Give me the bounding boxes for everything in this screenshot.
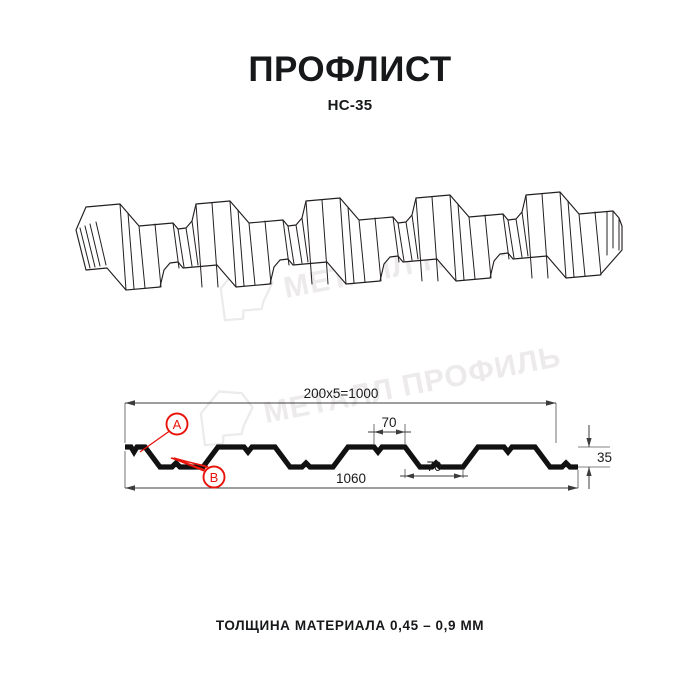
dimension-height: 35 bbox=[578, 425, 612, 489]
page-title: ПРОФЛИСТ bbox=[248, 50, 452, 89]
callout-b[interactable]: B bbox=[170, 457, 226, 489]
callout-b-label: B bbox=[210, 470, 219, 485]
watermark-upper: МЕТАЛЛ ПРОФИЛЬ bbox=[219, 215, 584, 322]
dimension-valley-width: 70 bbox=[400, 459, 468, 479]
dimension-height-label: 35 bbox=[597, 450, 612, 465]
cross-section-view: 200x5=1000 1060 70 bbox=[124, 386, 612, 491]
isometric-sheet-view bbox=[75, 191, 623, 291]
dimension-crest-width-label: 70 bbox=[381, 415, 396, 430]
page-subtitle: НС-35 bbox=[327, 96, 373, 114]
callout-a-circle[interactable] bbox=[165, 412, 189, 436]
profile-outline bbox=[125, 444, 578, 470]
page-footer: ТОЛЩИНА МАТЕРИАЛА 0,45 – 0,9 ММ bbox=[0, 618, 700, 633]
dimension-overall-width-label: 1060 bbox=[336, 471, 366, 486]
callout-a-label: A bbox=[173, 417, 182, 432]
page-header: ПРОФЛИСТ НС-35 bbox=[0, 50, 700, 114]
watermark-lower: МЕТАЛЛ ПРОФИЛЬ bbox=[199, 340, 564, 447]
dimension-crest-width: 70 bbox=[368, 415, 411, 445]
callout-a[interactable]: A bbox=[139, 412, 189, 453]
material-thickness-text: ТОЛЩИНА МАТЕРИАЛА 0,45 – 0,9 ММ bbox=[215, 618, 485, 633]
callout-b-circle[interactable] bbox=[202, 465, 226, 489]
dimension-pitch-total-label: 200x5=1000 bbox=[304, 386, 379, 401]
dimension-overall-width: 1060 bbox=[124, 451, 579, 491]
watermark-upper-text: МЕТАЛЛ ПРОФИЛЬ bbox=[281, 215, 584, 305]
dimension-pitch-total: 200x5=1000 bbox=[124, 386, 557, 443]
watermark-lower-text: МЕТАЛЛ ПРОФИЛЬ bbox=[261, 340, 564, 430]
dimension-valley-width-label: 70 bbox=[426, 459, 441, 474]
